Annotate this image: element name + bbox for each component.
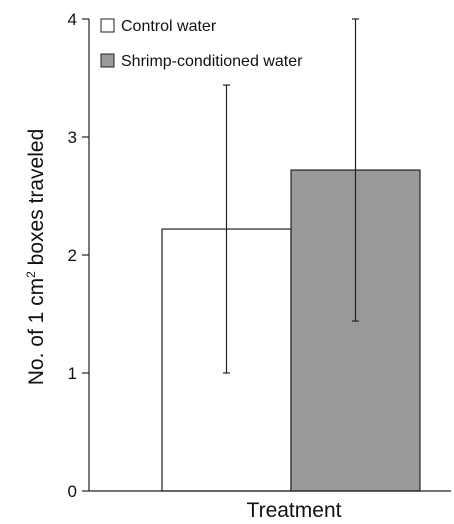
- bars-group: [161, 169, 421, 492]
- legend-swatch-shrimp: [100, 53, 115, 68]
- legend: Control water Shrimp-conditioned water: [100, 18, 303, 70]
- y-axis-title: No. of 1 cm2 boxes traveled: [24, 129, 48, 385]
- legend-label-control: Control water: [121, 18, 217, 35]
- y-axis-ticks: 0 1 2 3 4: [68, 10, 89, 501]
- y-tick-label: 2: [68, 246, 77, 265]
- y-tick-label: 4: [68, 10, 77, 29]
- y-axis-title-suffix: boxes traveled: [25, 129, 48, 271]
- y-axis-title-prefix: No. of 1 cm: [25, 278, 48, 385]
- y-tick-label: 1: [68, 364, 77, 383]
- y-tick-label: 3: [68, 128, 77, 147]
- legend-swatch-control: [100, 18, 115, 33]
- x-axis-title: Treatment: [247, 499, 342, 522]
- y-axis-title-superscript: 2: [24, 271, 38, 278]
- legend-label-shrimp: Shrimp-conditioned water: [121, 53, 303, 70]
- error-bars-group: [223, 18, 359, 374]
- y-tick-label: 0: [68, 482, 77, 501]
